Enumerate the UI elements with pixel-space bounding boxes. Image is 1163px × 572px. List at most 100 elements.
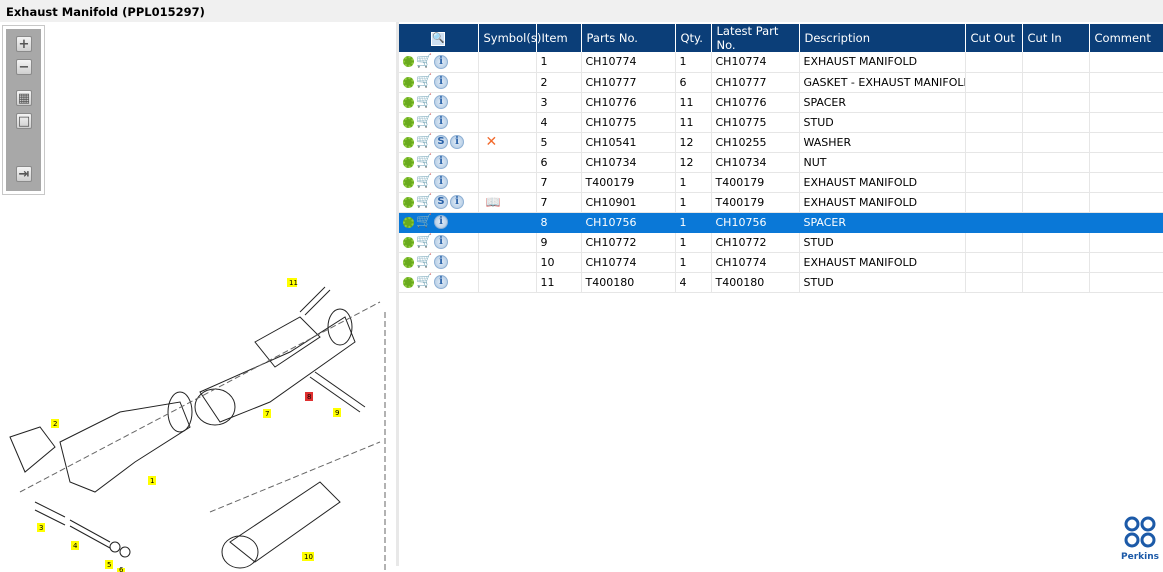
table-row[interactable]: 🛒 i 7 T400179 1 T400179 EXHAUST MANIFOLD <box>399 172 1163 193</box>
table-row[interactable]: 🛒 i 6 CH10734 12 CH10734 NUT <box>399 152 1163 173</box>
supersession-icon[interactable]: S <box>434 135 448 149</box>
cart-icon[interactable]: 🛒 <box>416 254 433 269</box>
column-header-0[interactable]: 🔍 <box>399 24 479 52</box>
info-icon[interactable]: i <box>434 235 448 249</box>
callout-6[interactable]: 6 <box>119 566 124 572</box>
info-icon[interactable]: i <box>434 95 448 109</box>
column-header-4[interactable]: Qty. <box>675 24 712 52</box>
fit-view-button[interactable]: ▦ <box>16 90 32 106</box>
callout-8[interactable]: 8 <box>307 393 311 401</box>
item-cell: 11 <box>536 272 582 293</box>
cut-in-cell <box>1022 172 1090 193</box>
actual-size-button[interactable]: □ <box>16 113 32 129</box>
cart-icon[interactable]: 🛒 <box>416 94 433 109</box>
gear-icon[interactable] <box>403 236 414 248</box>
gear-icon[interactable] <box>403 256 414 268</box>
table-row[interactable]: 🛒 i 9 CH10772 1 CH10772 STUD <box>399 232 1163 253</box>
gear-icon[interactable] <box>403 96 414 108</box>
description-cell: NUT <box>799 152 966 173</box>
callout-4[interactable]: 4 <box>73 542 78 550</box>
cut-out-cell <box>965 52 1023 73</box>
gear-icon[interactable] <box>403 176 414 188</box>
cut-out-cell <box>965 92 1023 113</box>
panel-splitter[interactable] <box>396 22 399 566</box>
table-row[interactable]: 🛒 i 10 CH10774 1 CH10774 EXHAUST MANIFOLD <box>399 252 1163 273</box>
cut-in-cell <box>1022 212 1090 233</box>
table-row[interactable]: 🛒 i 11 T400180 4 T400180 STUD <box>399 272 1163 293</box>
info-icon[interactable]: i <box>434 175 448 189</box>
info-icon[interactable]: i <box>434 75 448 89</box>
comment-cell <box>1089 252 1163 273</box>
table-row[interactable]: 🛒 i 3 CH10776 11 CH10776 SPACER <box>399 92 1163 113</box>
cart-icon[interactable]: 🛒 <box>416 53 433 69</box>
gear-icon[interactable] <box>403 216 414 228</box>
cut-out-cell <box>965 112 1023 133</box>
gear-icon[interactable] <box>403 56 414 68</box>
table-row[interactable]: 🛒 i 8 CH10756 1 CH10756 SPACER <box>399 212 1163 233</box>
gear-icon[interactable] <box>403 276 414 288</box>
cart-icon[interactable]: 🛒 <box>416 114 433 129</box>
table-row[interactable]: 🛒 i 4 CH10775 11 CH10775 STUD <box>399 112 1163 133</box>
gear-icon[interactable] <box>403 76 414 88</box>
cart-icon[interactable]: 🛒 <box>416 154 433 169</box>
column-header-9[interactable]: Comment <box>1089 24 1163 52</box>
info-icon[interactable]: i <box>434 275 448 289</box>
latest-part-cell: CH10255 <box>711 132 800 153</box>
column-header-5[interactable]: Latest Part No. <box>711 24 800 52</box>
cart-icon[interactable]: 🛒 <box>416 214 433 229</box>
book-search-icon[interactable]: 📖 <box>485 195 501 209</box>
export-button[interactable]: ⇥ <box>16 166 32 182</box>
item-cell: 5 <box>536 132 582 153</box>
search-icon[interactable]: 🔍 <box>431 32 446 46</box>
cart-icon[interactable]: 🛒 <box>416 234 433 249</box>
cart-icon[interactable]: 🛒 <box>416 174 433 189</box>
info-icon[interactable]: i <box>434 54 448 69</box>
callout-2[interactable]: 2 <box>53 420 57 428</box>
cut-in-cell <box>1022 132 1090 153</box>
cut-out-cell <box>965 232 1023 253</box>
row-actions: 🛒 i <box>399 152 479 173</box>
callout-9[interactable]: 9 <box>335 409 339 417</box>
row-actions: 🛒 i <box>399 72 479 93</box>
column-header-6[interactable]: Description <box>799 24 966 52</box>
callout-7[interactable]: 7 <box>265 410 269 418</box>
gear-icon[interactable] <box>403 116 414 128</box>
info-icon[interactable]: i <box>434 255 448 269</box>
column-header-7[interactable]: Cut Out <box>965 24 1023 52</box>
info-icon[interactable]: i <box>450 195 464 209</box>
callout-10[interactable]: 10 <box>304 553 313 561</box>
info-icon[interactable]: i <box>434 155 448 169</box>
qty-cell: 1 <box>675 172 712 193</box>
column-header-2[interactable]: Item <box>536 24 582 52</box>
column-header-1[interactable]: Symbol(s) <box>478 24 541 52</box>
cart-icon[interactable]: 🛒 <box>416 134 433 149</box>
zoom-out-button[interactable]: − <box>16 59 32 75</box>
info-icon[interactable]: i <box>450 135 464 149</box>
callout-3[interactable]: 3 <box>39 524 43 532</box>
gear-icon[interactable] <box>403 136 414 148</box>
callout-11[interactable]: 11 <box>289 279 298 287</box>
cart-icon[interactable]: 🛒 <box>416 274 433 289</box>
callout-5[interactable]: 5 <box>107 561 111 569</box>
table-row[interactable]: 🛒 i 2 CH10777 6 CH10777 GASKET - EXHAUST … <box>399 72 1163 93</box>
symbols-cell <box>478 152 537 173</box>
cart-icon[interactable]: 🛒 <box>416 74 433 89</box>
info-icon[interactable]: i <box>434 115 448 129</box>
latest-part-cell: CH10774 <box>711 52 800 73</box>
info-icon[interactable]: i <box>434 215 448 229</box>
latest-part-cell: CH10777 <box>711 72 800 93</box>
gear-icon[interactable] <box>403 156 414 168</box>
column-header-8[interactable]: Cut In <box>1022 24 1090 52</box>
table-row[interactable]: 🛒 i 1 CH10774 1 CH10774 EXHAUST MANIFOLD <box>399 52 1163 73</box>
part-number-cell: CH10777 <box>581 72 676 93</box>
supersession-icon[interactable]: S <box>434 195 448 209</box>
gear-icon[interactable] <box>403 196 414 208</box>
exploded-diagram[interactable]: 11 2 1 7 8 9 3 4 5 6 10 <box>0 242 396 572</box>
zoom-in-button[interactable]: + <box>16 36 32 52</box>
cart-icon[interactable]: 🛒 <box>416 194 433 209</box>
callout-1[interactable]: 1 <box>150 477 154 485</box>
column-header-3[interactable]: Parts No. <box>581 24 676 52</box>
qty-cell: 1 <box>675 212 712 233</box>
